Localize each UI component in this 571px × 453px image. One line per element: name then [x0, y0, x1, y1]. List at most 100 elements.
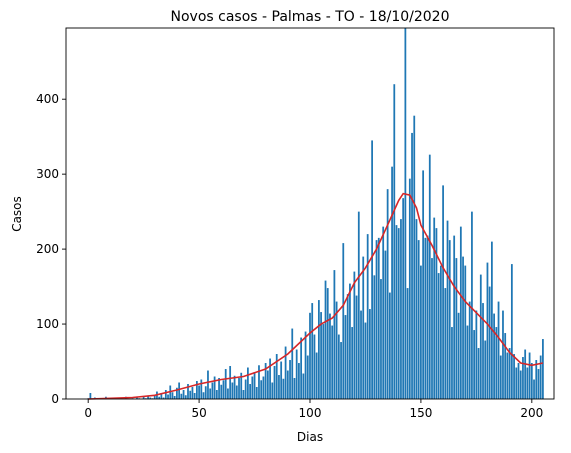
bar — [459, 226, 462, 399]
bar — [311, 303, 314, 399]
bar — [189, 390, 192, 399]
bar — [404, 28, 407, 399]
bar — [433, 217, 436, 399]
bar — [262, 376, 265, 399]
bar — [164, 390, 167, 399]
bar — [422, 170, 425, 399]
bar — [453, 235, 456, 399]
bar — [477, 348, 480, 399]
y-tick-label: 0 — [51, 392, 59, 406]
bar — [468, 301, 471, 399]
bar — [193, 393, 196, 399]
bar — [240, 372, 243, 399]
bar — [209, 388, 212, 399]
bar — [351, 327, 354, 399]
bar — [362, 256, 365, 399]
bar — [207, 370, 209, 399]
bar — [220, 384, 223, 399]
bar — [475, 310, 478, 399]
bar — [510, 264, 513, 399]
bar — [213, 376, 216, 399]
bar — [286, 370, 289, 399]
bar — [502, 310, 504, 399]
bar — [264, 363, 267, 399]
bar — [342, 243, 345, 399]
bar — [524, 349, 527, 399]
bar — [249, 384, 251, 399]
bar — [149, 397, 152, 399]
bar — [437, 273, 440, 399]
x-tick-label: 0 — [84, 406, 92, 420]
bar-series — [87, 28, 544, 400]
bar — [204, 386, 207, 399]
bar — [255, 387, 258, 399]
bar — [411, 132, 413, 399]
y-tick-label: 300 — [36, 167, 59, 181]
bar — [442, 185, 444, 399]
bar — [280, 361, 283, 399]
x-tick-label: 100 — [299, 406, 322, 420]
bar — [384, 250, 387, 399]
bar — [258, 365, 260, 399]
bar — [377, 237, 380, 399]
bar — [482, 303, 484, 399]
bar — [402, 198, 405, 399]
bar — [173, 396, 176, 399]
bar — [420, 265, 422, 399]
bar — [519, 370, 522, 399]
bar — [497, 301, 500, 399]
bar — [462, 256, 464, 399]
bar — [160, 393, 163, 399]
bar — [400, 219, 402, 399]
bar — [235, 385, 238, 399]
bar — [337, 334, 340, 399]
bar — [309, 312, 311, 399]
bar — [424, 237, 427, 399]
bar — [408, 178, 411, 399]
bar — [269, 358, 271, 399]
bar — [180, 393, 183, 399]
bar — [284, 346, 287, 399]
bar — [366, 234, 369, 399]
x-tick-label: 50 — [191, 406, 206, 420]
bar — [357, 211, 360, 399]
bar — [231, 382, 234, 399]
bar — [382, 226, 385, 399]
bar — [439, 265, 442, 399]
bar — [526, 367, 529, 399]
bar — [300, 337, 303, 399]
bar — [171, 392, 174, 399]
bar — [202, 392, 205, 399]
bar — [167, 394, 169, 399]
bar — [317, 300, 320, 399]
bar — [229, 366, 232, 399]
bar — [364, 322, 367, 399]
bar — [415, 219, 418, 399]
bar — [247, 367, 249, 399]
bar — [238, 378, 240, 399]
bar — [182, 390, 185, 399]
bar — [471, 211, 473, 399]
bar — [466, 325, 469, 399]
bar — [353, 271, 356, 399]
bar — [457, 312, 460, 399]
bar — [158, 396, 161, 399]
y-tick-label: 100 — [36, 317, 59, 331]
bar — [388, 292, 391, 399]
chart-title: Novos casos - Palmas - TO - 18/10/2020 — [171, 9, 450, 25]
bar — [346, 294, 349, 399]
y-tick-label: 400 — [36, 92, 59, 106]
bar — [233, 375, 236, 399]
bar — [355, 295, 358, 399]
bar — [331, 325, 334, 399]
bar — [198, 385, 200, 399]
x-axis-ticks: 0 50 100 150 200 — [84, 399, 543, 420]
bar — [446, 220, 449, 399]
x-tick-label: 150 — [409, 406, 432, 420]
trend-line — [88, 192, 544, 400]
bar — [302, 373, 305, 399]
bar — [517, 363, 520, 399]
bar — [493, 313, 495, 399]
x-axis-label: Dias — [297, 430, 323, 444]
bar — [153, 395, 156, 399]
